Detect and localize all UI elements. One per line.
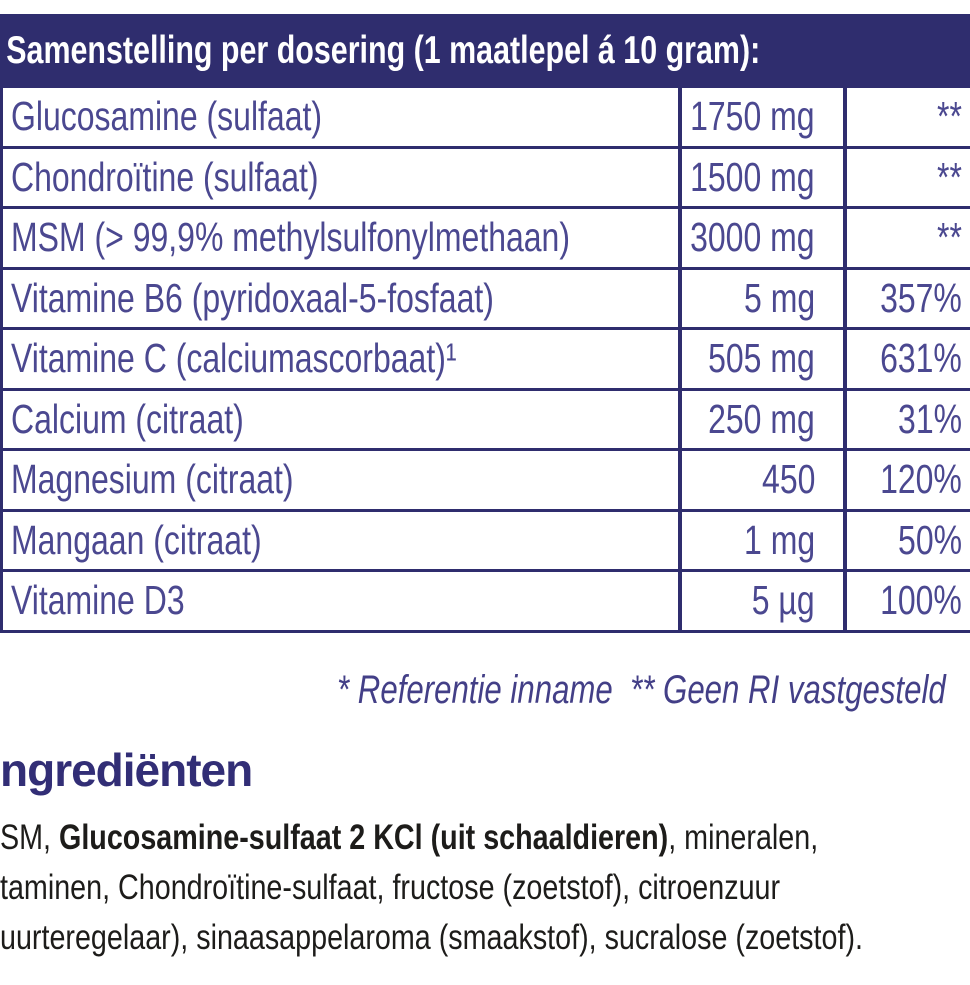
amount-value: 250 mg	[708, 395, 815, 442]
ingredient-name-cell: Vitamine D3	[3, 572, 678, 630]
ingredients-paragraph: SM, Glucosamine-sulfaat 2 KCl (uit schaa…	[0, 813, 970, 963]
ingredient-name: Vitamine B6 (pyridoxaal-5-fosfaat)	[11, 274, 494, 321]
table-row: Chondroïtine (sulfaat) 1500 mg **	[0, 148, 970, 209]
amount-cell: 505 mg	[678, 330, 843, 388]
amount-value: 5 mg	[743, 274, 815, 321]
ri-value: 31%	[897, 395, 962, 442]
ingredient-name-cell: Magnesium (citraat)	[3, 451, 678, 509]
amount-value: 1750 mg	[690, 93, 815, 140]
ri-cell: **	[843, 148, 970, 206]
ingredient-name: Mangaan (citraat)	[11, 516, 262, 563]
ingredient-name: MSM (> 99,9% methylsulfonylmethaan)	[11, 214, 571, 261]
ingredient-name: Calcium (citraat)	[11, 395, 244, 442]
footnote-text: * Referentie inname ** Geen RI vastgeste…	[337, 667, 946, 712]
table-row: Vitamine C (calciumascorbaat)¹ 505 mg 63…	[0, 330, 970, 391]
ri-cell: **	[843, 209, 970, 267]
ingredients-line-1-pre: SM,	[0, 817, 60, 857]
table-row: Calcium (citraat) 250 mg 31%	[0, 390, 970, 451]
amount-cell: 3000 mg	[678, 209, 843, 267]
ri-value: **	[937, 93, 962, 140]
ri-cell: **	[843, 88, 970, 146]
ri-value: 357%	[880, 274, 962, 321]
amount-value: 1500 mg	[690, 153, 815, 200]
ingredients-line-2: taminen, Chondroïtine-sulfaat, fructose …	[0, 863, 970, 913]
ri-cell: 100%	[843, 572, 970, 630]
ri-value: 100%	[880, 577, 962, 624]
ingredient-name-cell: Mangaan (citraat)	[3, 512, 678, 570]
ingredients-line-1-bold: Glucosamine-sulfaat 2 KCl (uit schaaldie…	[59, 817, 669, 857]
ri-cell: 50%	[843, 511, 970, 569]
amount-value: 505 mg	[708, 335, 815, 382]
table-row: Vitamine D3 5 µg 100%	[0, 572, 970, 633]
amount-value: 5 µg	[752, 577, 815, 624]
composition-table: Glucosamine (sulfaat) 1750 mg ** Chondro…	[0, 88, 970, 633]
ri-cell: 120%	[843, 451, 970, 509]
ri-cell: 357%	[843, 269, 970, 327]
ingredients-line-1-content: SM, Glucosamine-sulfaat 2 KCl (uit schaa…	[0, 813, 818, 863]
table-row: Mangaan (citraat) 1 mg 50%	[0, 511, 970, 572]
ingredient-name-cell: MSM (> 99,9% methylsulfonylmethaan)	[3, 209, 678, 267]
ingredient-name-cell: Vitamine B6 (pyridoxaal-5-fosfaat)	[3, 270, 678, 328]
table-row: Vitamine B6 (pyridoxaal-5-fosfaat) 5 mg …	[0, 269, 970, 330]
table-title: Samenstelling per dosering (1 maatlepel …	[6, 29, 761, 72]
amount-cell: 5 µg	[678, 572, 843, 630]
supplement-label: { "colors": { "navy": "#2f2d6e", "table_…	[0, 14, 970, 985]
table-row: Glucosamine (sulfaat) 1750 mg **	[0, 88, 970, 149]
amount-value: 1 mg	[743, 516, 815, 563]
amount-cell: 1 mg	[678, 511, 843, 569]
amount-cell: 1750 mg	[678, 88, 843, 146]
ingredients-line-2-content: taminen, Chondroïtine-sulfaat, fructose …	[0, 867, 781, 907]
ingredient-name-cell: Vitamine C (calciumascorbaat)¹	[3, 330, 678, 388]
amount-cell: 5 mg	[678, 269, 843, 327]
ri-value: 120%	[880, 456, 962, 503]
ingredient-name: Magnesium (citraat)	[11, 456, 294, 503]
ri-value: **	[937, 214, 962, 261]
ingredients-line-1: SM, Glucosamine-sulfaat 2 KCl (uit schaa…	[0, 813, 970, 863]
amount-value: 450	[761, 456, 815, 503]
ri-cell: 31%	[843, 390, 970, 448]
ingredient-name-cell: Calcium (citraat)	[3, 391, 678, 449]
ingredient-name: Vitamine C (calciumascorbaat)¹	[11, 335, 457, 382]
ingredients-line-3-content: uurteregelaar), sinaasappelaroma (smaaks…	[0, 917, 863, 957]
ingredient-name-cell: Glucosamine (sulfaat)	[3, 88, 678, 146]
ri-value: **	[937, 153, 962, 200]
ingredient-name: Chondroïtine (sulfaat)	[11, 153, 319, 200]
reference-intake-footnote: * Referentie inname ** Geen RI vastgeste…	[0, 659, 970, 721]
amount-value: 3000 mg	[690, 214, 815, 261]
amount-cell: 1500 mg	[678, 148, 843, 206]
ingredients-line-3: uurteregelaar), sinaasappelaroma (smaaks…	[0, 913, 970, 963]
ingredients-heading: ngrediënten	[0, 743, 253, 796]
amount-cell: 250 mg	[678, 390, 843, 448]
ri-value: 631%	[880, 335, 962, 382]
table-header-row: Samenstelling per dosering (1 maatlepel …	[0, 14, 970, 88]
ingredient-name-cell: Chondroïtine (sulfaat)	[3, 149, 678, 207]
table-row: MSM (> 99,9% methylsulfonylmethaan) 3000…	[0, 209, 970, 270]
amount-cell: 450	[678, 451, 843, 509]
ri-value: 50%	[897, 516, 962, 563]
ingredients-line-1-post: , mineralen,	[668, 817, 819, 857]
ingredient-name: Vitamine D3	[11, 577, 185, 624]
ingredient-name: Glucosamine (sulfaat)	[11, 93, 323, 140]
table-row: Magnesium (citraat) 450 120%	[0, 451, 970, 512]
ri-cell: 631%	[843, 330, 970, 388]
